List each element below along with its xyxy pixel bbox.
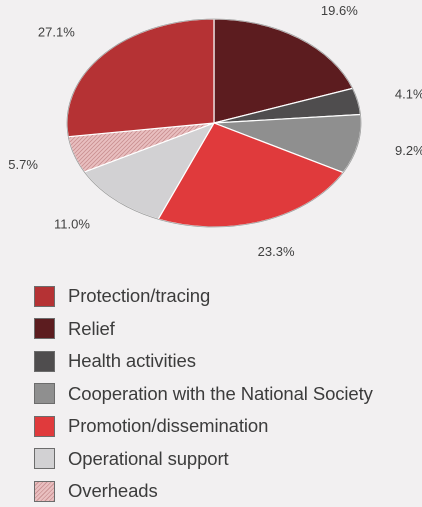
legend-label: Operational support bbox=[68, 447, 229, 469]
pie-value-label-promotion-dissemination: 23.3% bbox=[258, 244, 295, 259]
legend-item-promotion-dissemination: Promotion/dissemination bbox=[34, 410, 422, 443]
legend-label: Cooperation with the National Society bbox=[68, 382, 373, 404]
legend-swatch-relief bbox=[34, 318, 55, 340]
legend-swatch-promotion-dissemination bbox=[34, 415, 55, 437]
pie-value-label-relief: 19.6% bbox=[321, 3, 358, 18]
legend-swatch-health-activities bbox=[34, 350, 55, 372]
pie-value-labels: 19.6% 4.1% 9.2% 23.3% 11.0% 5.7% 27.1% bbox=[8, 3, 422, 259]
legend-item-operational-support: Operational support bbox=[34, 443, 422, 476]
pie-value-label-cooperation-with-the-national-society: 9.2% bbox=[395, 143, 422, 158]
legend-swatch-overheads bbox=[34, 480, 55, 502]
legend: Protection/tracing Relief Health activitie… bbox=[34, 280, 422, 507]
legend-label: Promotion/dissemination bbox=[68, 415, 269, 437]
legend-label: Health activities bbox=[68, 350, 196, 372]
pie-outline bbox=[66, 18, 362, 228]
pie-chart: 19.6% 4.1% 9.2% 23.3% 11.0% 5.7% 27.1% bbox=[8, 3, 422, 259]
pie-value-label-protection-tracing: 27.1% bbox=[38, 25, 75, 40]
legend-item-protection-tracing: Protection/tracing bbox=[34, 280, 422, 313]
pie-value-label-operational-support: 11.0% bbox=[54, 217, 90, 232]
legend-swatch-operational-support bbox=[34, 448, 55, 470]
pie-slice-protection-tracing bbox=[66, 18, 215, 138]
pie-slices bbox=[66, 18, 362, 228]
legend-item-relief: Relief bbox=[34, 313, 422, 346]
legend-swatch-protection-tracing bbox=[34, 285, 55, 307]
legend-label: Overheads bbox=[68, 480, 158, 502]
legend-item-health-activities: Health activities bbox=[34, 345, 422, 378]
pie-value-label-health-activities: 4.1% bbox=[395, 86, 422, 101]
legend-item-cooperation-with-the-national-society: Cooperation with the National Society bbox=[34, 378, 422, 411]
pie-value-label-overheads: 5.7% bbox=[8, 157, 38, 172]
legend-label: Relief bbox=[68, 317, 115, 339]
legend-label: Protection/tracing bbox=[68, 285, 211, 307]
legend-swatch-cooperation-with-the-national-society bbox=[34, 383, 55, 405]
legend-item-overheads: Overheads bbox=[34, 475, 422, 507]
